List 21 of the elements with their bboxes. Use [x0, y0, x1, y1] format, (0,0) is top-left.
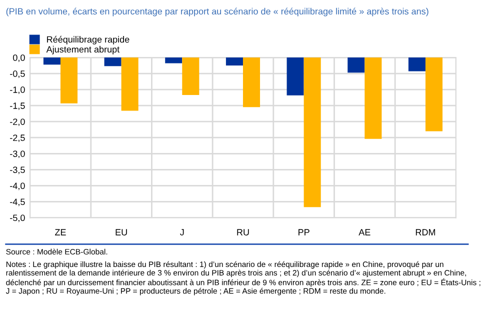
y-tick-label: -2,0: [10, 118, 25, 126]
legend-label: Ajustement abrupt: [46, 46, 120, 54]
y-tick-label: -5,0: [10, 214, 25, 222]
x-tick-label: PP: [298, 229, 310, 236]
chart-subtitle: (PIB en volume, écarts en pourcentage par rapport au scénario de « rééquilibrage limité » après trois ans): [6, 8, 428, 16]
y-tick-label: -2,5: [10, 134, 25, 142]
y-tick-label: -4,5: [10, 198, 25, 206]
x-tick-label: ZE: [55, 229, 66, 236]
y-tick-label: 0,0: [13, 54, 25, 62]
x-tick-label: RDM: [416, 229, 436, 236]
y-tick-label: -4,0: [10, 182, 25, 190]
x-tick-label: AE: [358, 229, 370, 236]
x-tick-label: RU: [237, 229, 249, 236]
y-tick-label: -3,5: [10, 166, 25, 174]
y-tick-label: -0,5: [10, 70, 25, 78]
y-tick-label: -1,0: [10, 86, 25, 94]
y-tick-label: -1,5: [10, 102, 25, 110]
x-tick-label: EU: [116, 229, 127, 236]
y-tick-label: -3,0: [10, 150, 25, 158]
x-tick-label: J: [180, 229, 184, 236]
legend-label: Rééquilibrage rapide: [47, 36, 130, 44]
